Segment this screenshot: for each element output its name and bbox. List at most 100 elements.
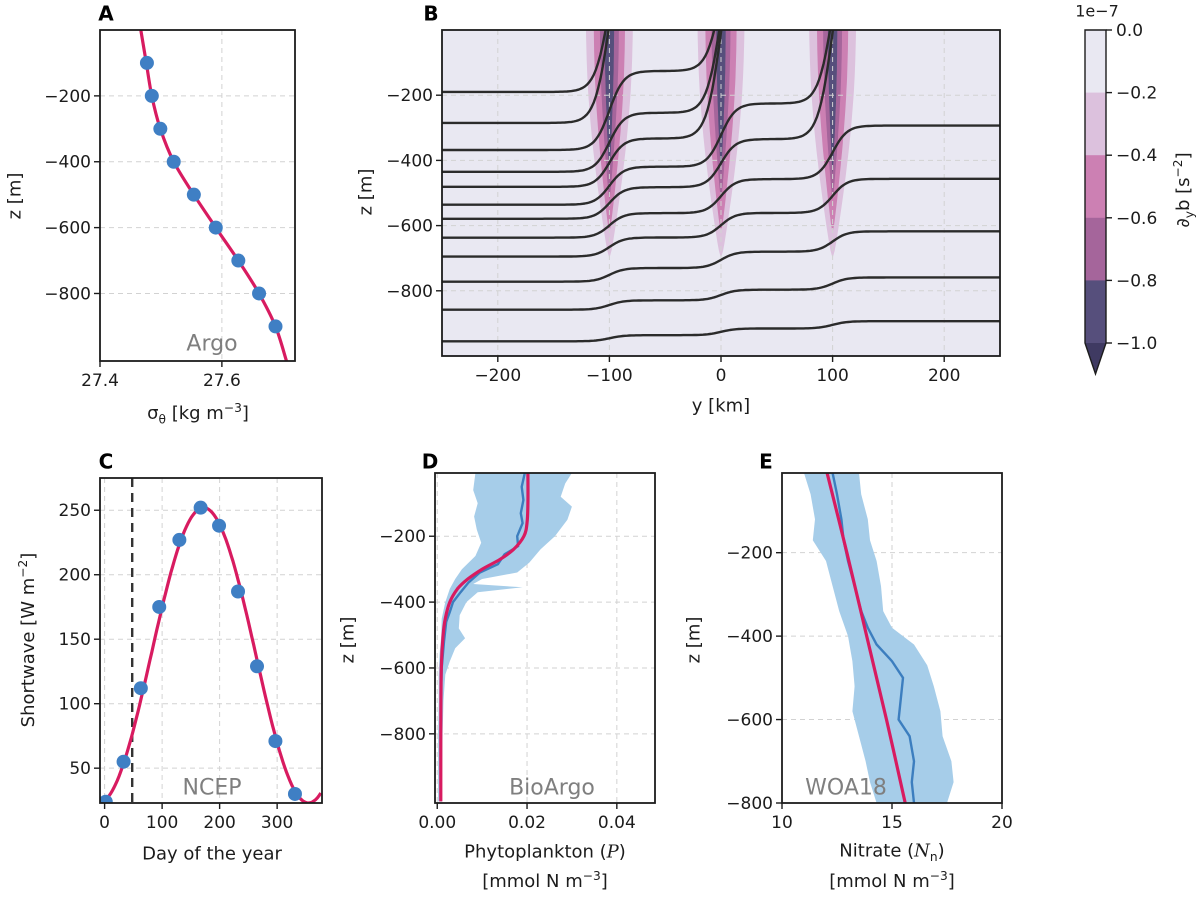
scatter-point [208,220,223,235]
tick-label: −200 [379,527,426,547]
panel-b [442,30,1000,356]
panel-a-xlabel: σθ [kg m−3] [147,400,249,427]
isopycnal-line [442,276,1000,311]
isopycnal-line [442,30,721,173]
tick-label: −400 [386,151,433,171]
tick-label: 200 [928,366,960,386]
tick-label: 50 [69,759,91,779]
isopycnals [442,30,1000,343]
front-shading-tier [827,30,838,174]
tick-label: −600 [386,217,433,237]
isopycnal-line [442,30,607,94]
tick-label: −1.0 [1116,334,1157,354]
panel-e-ylabel: z [m] [683,616,705,664]
panel-e-letter: E [759,449,773,474]
colorbar-segment [1085,30,1106,94]
panel-c-letter: C [98,449,114,474]
tick-label: −200 [44,87,91,107]
panel-e-xlabel-units: [mmol N m−3] [829,869,955,893]
tick-label: −0.4 [1116,146,1157,166]
scatter-point [100,794,113,803]
fit-curve [100,506,322,803]
scatter-point [186,187,201,202]
fit-curve [139,30,289,361]
isopycnal-line [442,30,832,206]
tick-label: 200 [59,566,91,586]
tick-label: −200 [474,366,521,386]
scatter-point [152,599,167,614]
tick-label: −400 [726,627,773,647]
scatter-point [133,681,148,696]
panel-e-xlabel: Nitrate (Nn) [839,840,945,864]
tick-label: −100 [586,366,633,386]
tick-label: 0.0 [1116,21,1143,41]
tick-label: 100 [59,695,91,715]
scatter-point [231,584,246,599]
scatter-point [144,88,159,103]
panel-c-source-tag: NCEP [182,775,242,801]
panel-e-source-tag: WOA18 [805,775,887,801]
tick-label: −800 [726,794,773,814]
colorbar-label: ∂yb [s−2] [1170,152,1197,228]
panel-c [100,478,322,803]
colorbar-title: 1e−7 [1075,1,1119,21]
tick-label: −400 [379,593,426,613]
tick-label: −800 [44,284,91,304]
panel-d-xlabel: Phytoplankton (P) [464,841,626,863]
scatter-point [268,734,283,749]
scatter-point [193,500,208,515]
colorbar-segment [1085,217,1106,281]
isopycnal-line [442,30,723,188]
panel-c-ylabel: Shortwave [W m−2] [16,552,40,728]
front-shading-tier [716,30,726,174]
tick-label: 0.00 [418,813,456,833]
scatter-point [287,786,302,801]
tick-label: 0 [99,813,110,833]
isopycnal-line [442,124,1000,239]
panel-b-xlabel: y [km] [691,395,751,417]
scatter-point [172,532,187,547]
panel-e [781,473,1003,804]
isopycnal-line [442,30,716,152]
isopycnal-line [442,177,1000,258]
colorbar-segment [1085,280,1106,344]
colorbar: 0.0 −0.2 −0.4 −0.6 −0.8 −1.0 [1084,21,1157,377]
uncertainty-band [804,473,954,803]
panel-d-xlabel-units: [mmol N m−3] [482,869,608,893]
panel-a-source-tag: Argo [186,331,238,357]
scatter-point [268,319,283,334]
tick-label: 15 [881,813,903,833]
tick-label: 0 [716,366,727,386]
tick-label: −0.8 [1116,271,1157,291]
panel-d [435,473,655,803]
isopycnal-line [442,230,1000,283]
panel-d-ylabel: z [m] [337,616,359,664]
scatter-point [139,55,154,70]
tick-label: 200 [203,813,235,833]
colorbar-segment [1085,92,1106,156]
tick-label: 0.02 [508,813,546,833]
axes-frame: −200 −100 0 100 200 −200 −400 −600 −800 [386,29,1001,386]
tick-label: −200 [726,544,773,564]
tick-label: 100 [146,813,178,833]
front-shading-tier [604,30,615,174]
tick-label: −600 [379,659,426,679]
tick-label: 10 [771,813,793,833]
colorbar-arrow [1085,343,1106,374]
scatter-point [116,754,131,769]
isopycnal-line [442,30,610,125]
tick-label: 27.6 [203,371,241,391]
axes-frame: 27.4 27.6 −200 −400 −600 −800 [44,29,296,391]
tick-label: −800 [379,725,426,745]
tick-label: 150 [59,630,91,650]
tick-label: 0.04 [598,813,636,833]
tick-label: 20 [991,813,1013,833]
scatter-point [153,121,168,136]
tick-label: 100 [816,366,848,386]
colorbar-segment [1085,155,1106,219]
axes-frame: 0 100 200 300 50 100 150 200 250 [59,477,323,833]
panel-b-letter: B [423,1,439,26]
tick-label: −600 [44,219,91,239]
tick-label: −800 [386,282,433,302]
